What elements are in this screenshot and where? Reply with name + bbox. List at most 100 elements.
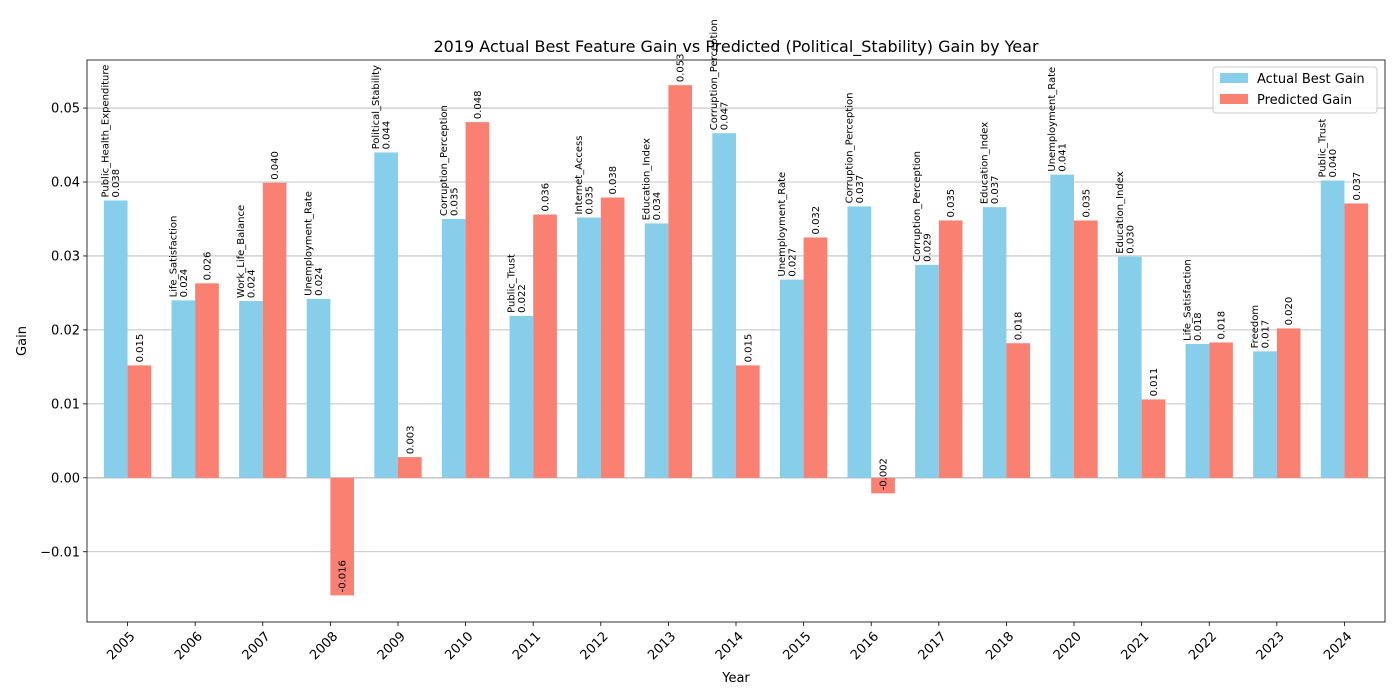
bar-actual-2024 [1320,180,1345,478]
value-label-predicted: -0.002 [879,458,890,490]
bar-predicted-2018 [1006,343,1031,478]
x-tick-label: 2015 [780,629,814,663]
value-label-actual: 0.024 [179,269,190,298]
x-tick-label: 2020 [1051,629,1085,663]
feature-label: Unemployment_Rate [777,172,788,277]
bar-predicted-2007 [262,182,287,478]
x-tick-label: 2005 [104,629,138,663]
value-label-predicted: 0.048 [473,90,484,119]
x-tick-label: 2017 [916,629,950,663]
legend: Actual Best Gain Predicted Gain [1212,66,1378,114]
bar-actual-2006 [171,300,196,478]
bar-actual-2012 [577,217,601,478]
x-tick-label: 2016 [848,629,882,663]
bar-predicted-2021 [1141,399,1166,478]
value-label-predicted: 0.015 [743,334,754,363]
legend-label-actual: Actual Best Gain [1257,72,1365,87]
feature-label: Public_Trust [1318,119,1329,178]
bar-actual-2005 [103,200,128,478]
feature-label: Education_Index [642,138,653,220]
bar-predicted-2012 [600,197,625,478]
bar-actual-2018 [982,207,1007,478]
value-label-predicted: 0.036 [541,183,552,212]
feature-label: Life_Satisfaction [1182,259,1193,341]
x-tick-label: 2007 [240,629,274,663]
value-label-actual: 0.035 [449,187,460,216]
value-label-actual: 0.040 [1328,149,1339,178]
value-label-actual: 0.034 [652,192,663,221]
value-label-predicted: 0.020 [1284,297,1295,326]
bar-actual-2020 [1050,174,1075,478]
value-label-actual: 0.018 [1193,312,1204,341]
value-label-actual: 0.047 [720,102,731,131]
feature-label: Public_Health_Expenditure [101,65,112,198]
feature-label: Corruption_Perception [912,151,923,262]
bar-actual-2022 [1185,343,1210,478]
legend-box [1212,66,1378,114]
value-label-predicted: 0.053 [676,54,687,83]
value-label-predicted: -0.016 [338,560,349,592]
feature-label: Education_Index [1115,171,1126,253]
bar-actual-2017 [915,264,939,478]
feature-label: Freedom [1250,305,1261,348]
feature-label: Life_Satisfaction [168,216,179,298]
bar-predicted-2016 [871,477,895,494]
bar-actual-2010 [441,218,466,478]
value-label-predicted: 0.003 [405,425,416,454]
bar-actual-2023 [1253,351,1277,478]
y-tick-label: 0.05 [51,102,80,117]
value-label-actual: 0.037 [855,175,866,204]
value-label-predicted: 0.018 [1217,311,1228,340]
x-tick-label: 2006 [172,629,206,663]
value-label-predicted: 0.032 [811,206,822,235]
value-label-predicted: 0.011 [1149,368,1160,397]
value-label-actual: 0.035 [584,186,595,215]
bar-predicted-2020 [1074,220,1098,478]
value-label-actual: 0.037 [990,176,1001,205]
value-label-actual: 0.038 [111,169,122,198]
feature-label: Corruption_Perception [844,93,855,204]
value-label-predicted: 0.035 [946,189,957,218]
bar-predicted-2013 [668,85,693,478]
bar-predicted-2014 [736,365,760,478]
value-label-predicted: 0.026 [202,252,213,281]
x-tick-label: 2021 [1118,629,1152,663]
y-tick-label: −0.01 [40,545,80,560]
bar-predicted-2009 [397,457,422,478]
bar-actual-2021 [1117,256,1142,478]
value-label-predicted: 0.040 [270,151,281,180]
y-tick-label: 0.00 [51,471,80,486]
x-axis-label: Year [721,671,750,686]
bar-actual-2011 [509,315,534,478]
bar-actual-2014 [712,133,736,478]
y-tick-label: 0.02 [51,323,80,338]
axes: −0.01 0.00 0.01 0.02 0.03 0.04 0.05 2005 2006 200… [40,59,1386,663]
bar-predicted-2008 [330,477,355,596]
bars [103,85,1369,596]
value-label-actual: 0.029 [922,233,933,262]
value-label-actual: 0.044 [382,121,393,150]
bar-actual-2008 [306,298,331,478]
bar-predicted-2017 [938,220,963,478]
bar-predicted-2015 [803,237,828,478]
bar-predicted-2022 [1209,342,1233,478]
value-label-predicted: 0.015 [135,334,146,363]
feature-label: Unemployment_Rate [304,191,315,296]
x-tick-label: 2018 [983,629,1017,663]
feature-label: Corruption_Perception [709,19,720,130]
value-label-actual: 0.024 [314,267,325,296]
feature-label: Education_Index [980,122,991,204]
value-label-predicted: 0.037 [1352,172,1363,201]
value-label-predicted: 0.018 [1014,312,1025,341]
x-tick-label: 2010 [442,629,476,663]
plot-frame [86,59,1386,623]
bar-actual-2015 [779,279,804,478]
x-tick-label: 2012 [578,629,612,663]
bar-predicted-2010 [465,122,490,478]
value-label-actual: 0.022 [517,284,528,313]
bar-predicted-2006 [195,283,219,478]
feature-label: Unemployment_Rate [1047,67,1058,172]
bar-actual-2009 [374,152,398,478]
feature-label: Work_Life_Balance [236,205,247,298]
